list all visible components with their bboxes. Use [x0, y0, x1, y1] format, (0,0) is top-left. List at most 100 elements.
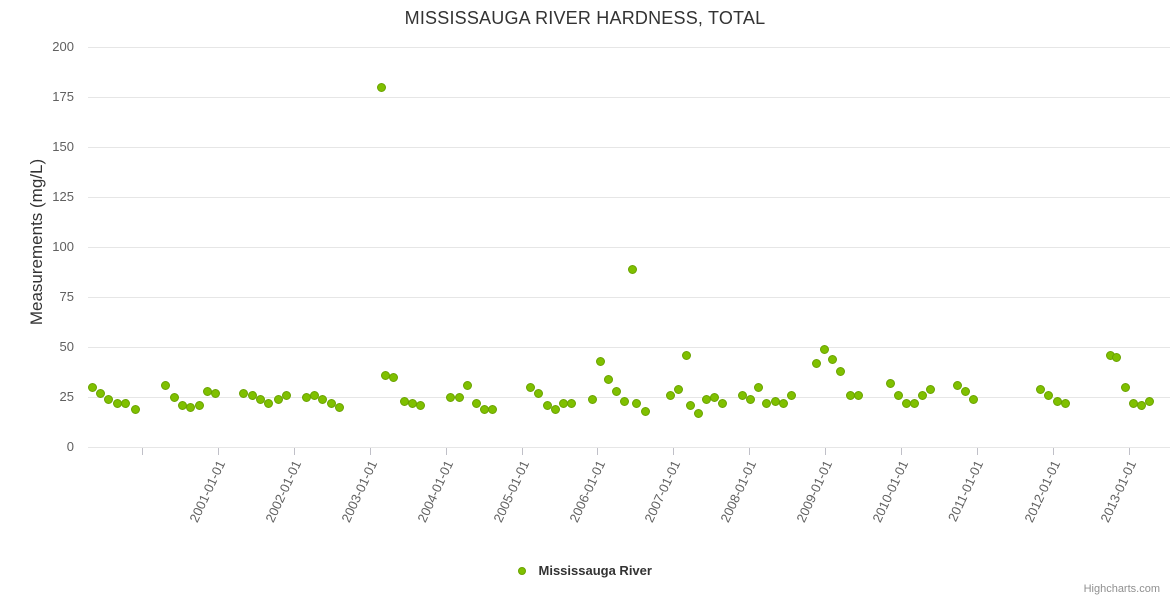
data-point[interactable] — [210, 388, 220, 398]
data-point[interactable] — [130, 404, 140, 414]
data-point[interactable] — [827, 354, 837, 364]
data-point[interactable] — [1136, 400, 1146, 410]
y-gridline — [88, 247, 1170, 248]
y-tick-label: 125 — [52, 189, 74, 204]
data-point[interactable] — [525, 382, 535, 392]
x-tick-label: 2006-01-01 — [565, 458, 608, 525]
data-point[interactable] — [640, 406, 650, 416]
data-point[interactable] — [273, 394, 283, 404]
data-point[interactable] — [665, 390, 675, 400]
data-point[interactable] — [281, 390, 291, 400]
data-point[interactable] — [247, 390, 257, 400]
x-tick-mark — [142, 448, 143, 455]
data-point[interactable] — [693, 408, 703, 418]
data-point[interactable] — [909, 398, 919, 408]
data-point[interactable] — [681, 350, 691, 360]
x-tick-mark — [1052, 448, 1054, 455]
data-point[interactable] — [462, 380, 472, 390]
y-tick-label: 0 — [66, 439, 74, 454]
data-point[interactable] — [255, 394, 265, 404]
data-point[interactable] — [542, 400, 552, 410]
legend-item-label: Mississauga River — [538, 562, 652, 578]
x-tick-label: 2009-01-01 — [793, 458, 836, 525]
data-point[interactable] — [611, 386, 621, 396]
data-point[interactable] — [263, 398, 273, 408]
data-point[interactable] — [194, 400, 204, 410]
data-point[interactable] — [471, 398, 481, 408]
y-gridline — [88, 347, 1170, 348]
data-point[interactable] — [103, 394, 113, 404]
chart-title: MISSISSAUGA RIVER HARDNESS, TOTAL — [404, 8, 766, 28]
data-point[interactable] — [745, 394, 755, 404]
data-point[interactable] — [376, 82, 386, 92]
y-tick-label: 50 — [59, 339, 74, 354]
data-point[interactable] — [717, 398, 727, 408]
data-point[interactable] — [673, 384, 683, 394]
x-tick-label: 2011-01-01 — [944, 458, 987, 524]
data-point[interactable] — [87, 382, 97, 392]
legend-marker-icon — [518, 566, 527, 575]
data-point[interactable] — [95, 388, 105, 398]
data-point[interactable] — [1111, 352, 1121, 362]
data-point[interactable] — [388, 372, 398, 382]
data-point[interactable] — [550, 404, 560, 414]
data-point[interactable] — [786, 390, 796, 400]
data-point[interactable] — [737, 390, 747, 400]
data-point[interactable] — [317, 394, 327, 404]
data-point[interactable] — [587, 394, 597, 404]
x-tick-mark — [825, 448, 827, 455]
data-point[interactable] — [685, 400, 695, 410]
data-point[interactable] — [893, 390, 903, 400]
data-point[interactable] — [533, 388, 543, 398]
chart-legend: Mississauga River — [0, 562, 1170, 582]
data-point[interactable] — [415, 400, 425, 410]
data-point[interactable] — [885, 378, 895, 388]
data-point[interactable] — [169, 392, 179, 402]
data-point[interactable] — [603, 374, 613, 384]
data-point[interactable] — [819, 344, 829, 354]
x-tick-label: 2003-01-01 — [338, 458, 380, 525]
data-point[interactable] — [761, 398, 771, 408]
x-tick-mark — [749, 448, 751, 455]
data-point[interactable] — [1043, 390, 1053, 400]
highcharts-credits[interactable]: Highcharts.com — [1083, 583, 1160, 595]
data-point[interactable] — [487, 404, 497, 414]
data-point[interactable] — [968, 394, 978, 404]
legend-item-mississauga-river[interactable]: Mississauga River — [518, 563, 652, 579]
y-gridline — [88, 297, 1170, 298]
x-tick-label: 2002-01-01 — [262, 458, 304, 525]
data-point[interactable] — [917, 390, 927, 400]
data-point[interactable] — [595, 356, 605, 366]
data-point[interactable] — [952, 380, 962, 390]
y-tick-label: 100 — [52, 239, 74, 254]
data-point[interactable] — [334, 402, 344, 412]
data-point[interactable] — [811, 358, 821, 368]
data-point[interactable] — [185, 402, 195, 412]
data-point[interactable] — [454, 392, 464, 402]
data-point[interactable] — [619, 396, 629, 406]
data-point[interactable] — [925, 384, 935, 394]
data-point[interactable] — [627, 264, 637, 274]
data-point[interactable] — [120, 398, 130, 408]
data-point[interactable] — [445, 392, 455, 402]
data-point[interactable] — [1144, 396, 1154, 406]
x-tick-mark — [293, 448, 295, 455]
data-point[interactable] — [1060, 398, 1070, 408]
data-point[interactable] — [1035, 384, 1045, 394]
data-point[interactable] — [853, 390, 863, 400]
data-point[interactable] — [709, 392, 719, 402]
y-tick-label: 75 — [59, 289, 74, 304]
x-tick-label: 2007-01-01 — [641, 458, 684, 525]
data-point[interactable] — [631, 398, 641, 408]
data-point[interactable] — [566, 398, 576, 408]
data-point[interactable] — [1120, 382, 1130, 392]
data-point[interactable] — [753, 382, 763, 392]
data-point[interactable] — [160, 380, 170, 390]
data-point[interactable] — [326, 398, 336, 408]
data-point[interactable] — [778, 398, 788, 408]
data-point[interactable] — [238, 388, 248, 398]
data-point[interactable] — [960, 386, 970, 396]
data-point[interactable] — [835, 366, 845, 376]
data-point[interactable] — [309, 390, 319, 400]
x-tick-mark — [217, 448, 219, 455]
